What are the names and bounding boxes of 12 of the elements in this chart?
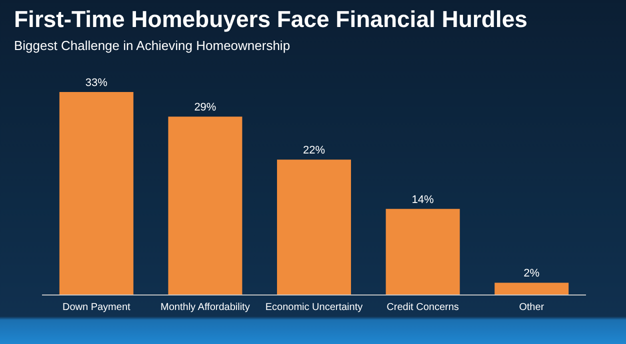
- x-tick-label: Other: [519, 302, 545, 314]
- data-label: 29%: [194, 102, 216, 114]
- data-label: 2%: [524, 268, 540, 280]
- x-tick-label: Down Payment: [62, 302, 131, 314]
- data-label: 14%: [412, 194, 434, 206]
- x-tick-label: Monthly Affordability: [160, 302, 250, 314]
- x-tick-label: Credit Concerns: [386, 302, 459, 314]
- chart-title: First-Time Homebuyers Face Financial Hurdles: [14, 6, 528, 33]
- data-label: 22%: [302, 144, 326, 157]
- chart-subtitle: Biggest Challenge in Achieving Homeownership: [14, 38, 290, 53]
- data-label: 33%: [85, 77, 108, 89]
- x-tick-label: Economic Uncertainty: [265, 302, 363, 314]
